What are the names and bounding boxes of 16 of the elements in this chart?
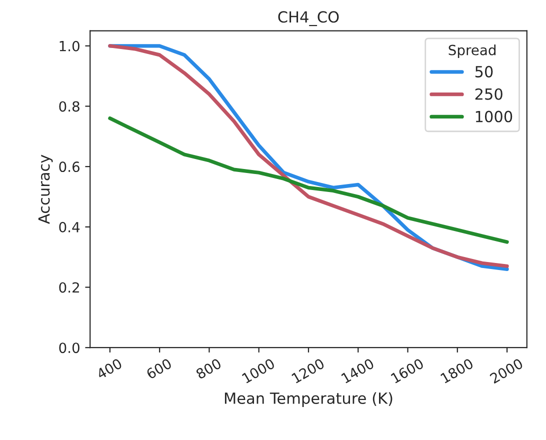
x-tick-label: 600 [146, 358, 172, 380]
y-tick-label: 0.0 [59, 342, 80, 354]
y-axis-title: Accuracy [38, 154, 53, 224]
y-tick-label: 0.8 [59, 101, 80, 112]
chart-title: CH4_CO [278, 11, 339, 26]
y-tick-label: 0.4 [59, 222, 80, 232]
y-tick-label: 0.6 [59, 162, 80, 172]
y-tick-label: 0.2 [59, 282, 79, 293]
x-tick-label: 800 [195, 358, 222, 380]
legend-label: 1000 [476, 110, 512, 122]
legend-label: 50 [475, 66, 493, 78]
y-tick-label: 1.0 [60, 40, 80, 52]
x-tick-label: 400 [96, 358, 123, 380]
legend-label: 250 [475, 88, 502, 100]
legend-title: Spread [448, 44, 496, 58]
x-axis-title: Mean Temperature (K) [224, 392, 392, 407]
